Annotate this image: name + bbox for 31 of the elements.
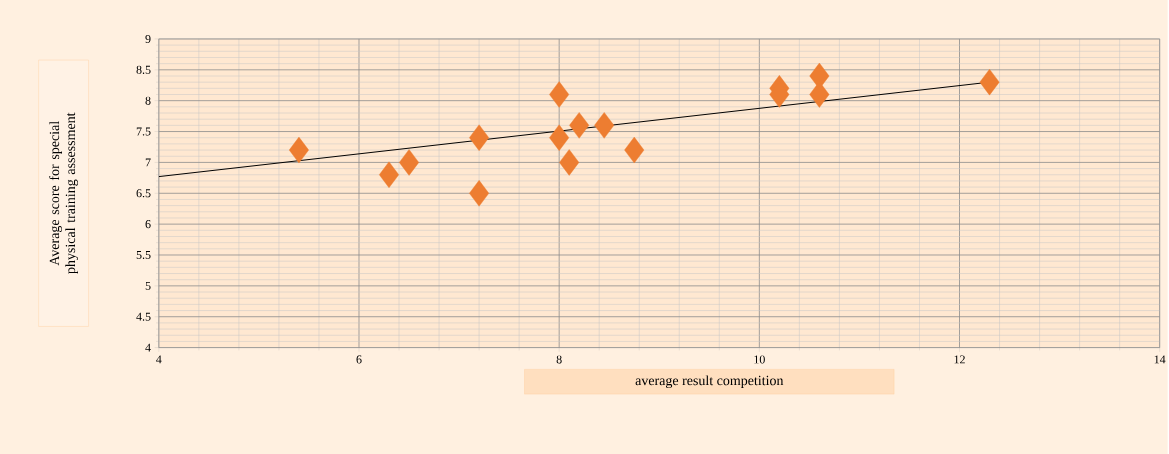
y-tick-label: 5.5 bbox=[136, 250, 151, 259]
x-tick-label: 14 bbox=[1154, 355, 1166, 364]
point bbox=[594, 111, 615, 139]
x-tick-label: 10 bbox=[754, 355, 765, 364]
point bbox=[289, 136, 309, 164]
point bbox=[559, 148, 580, 176]
y-tick-label: 7.5 bbox=[136, 127, 151, 136]
x-tick-label: 6 bbox=[356, 355, 362, 364]
y-axis-title: Average score for special physical training assessment bbox=[49, 112, 79, 274]
x-axis-title: average result competition bbox=[635, 375, 784, 388]
point bbox=[624, 136, 645, 164]
point bbox=[549, 124, 570, 151]
point bbox=[379, 161, 399, 188]
y-tick-label: 5 bbox=[145, 281, 151, 290]
y-tick-label: 8.5 bbox=[136, 65, 151, 74]
y-tick-label: 6.5 bbox=[136, 188, 151, 198]
y-tick-label: 7 bbox=[145, 158, 151, 167]
point bbox=[469, 124, 490, 151]
y-tick-label: 8 bbox=[145, 96, 151, 105]
point bbox=[979, 68, 1000, 96]
y-tick-label: 4.5 bbox=[136, 312, 151, 321]
point bbox=[399, 148, 419, 176]
x-tick-label: 8 bbox=[556, 355, 562, 364]
point bbox=[469, 179, 490, 207]
x-tick-label: 4 bbox=[156, 355, 162, 364]
x-tick-label: 12 bbox=[954, 355, 965, 364]
point bbox=[549, 81, 570, 108]
y-tick-label: 6 bbox=[145, 219, 151, 228]
point bbox=[569, 111, 590, 139]
y-tick-label: 9 bbox=[145, 34, 151, 43]
y-tick-label: 4 bbox=[145, 343, 151, 352]
